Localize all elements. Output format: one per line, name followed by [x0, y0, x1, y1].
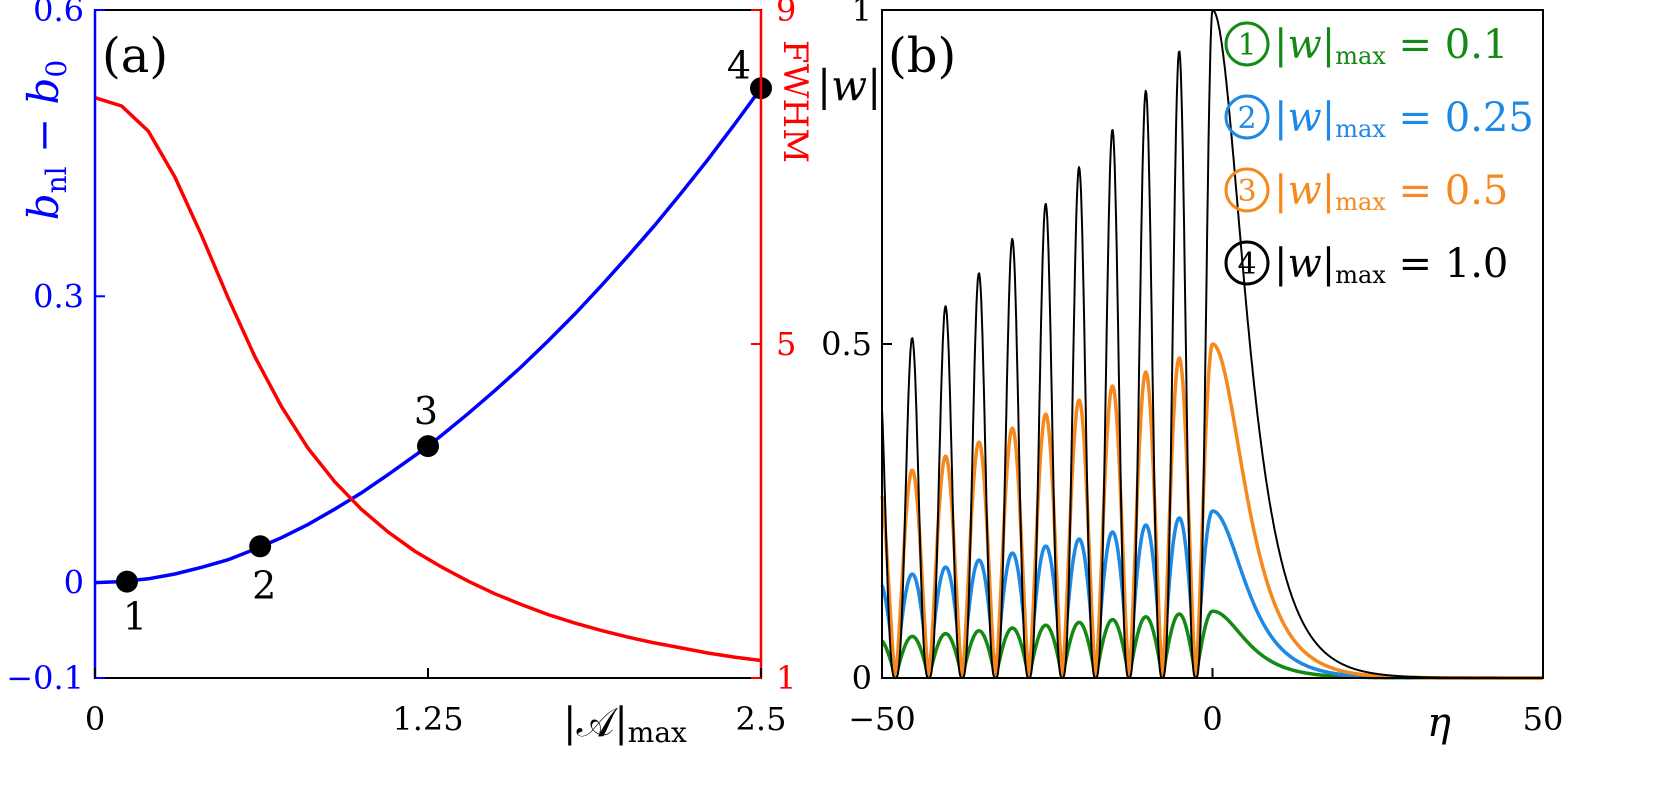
- left-label-sub-0: 0: [40, 60, 73, 78]
- left-label-b: b: [19, 193, 68, 220]
- panel-b-y-axis-label: |w|: [817, 61, 881, 110]
- left-label-minus-b: − b: [19, 78, 68, 167]
- legend-label-value: = 0.5: [1386, 168, 1509, 214]
- panel-b-y-tick-label: 0.5: [821, 325, 872, 363]
- panel-a-left-tick-label: 0.3: [33, 277, 84, 315]
- panel-b-x-axis-label: η: [1427, 700, 1451, 746]
- panel-a-left-axis-label: bnl − b0: [19, 60, 73, 221]
- legend-label: |w|max = 1.0: [1274, 241, 1508, 289]
- legend-entry-1: 1 |w|max = 0.1: [1224, 21, 1508, 70]
- panel-a-x-axis-label: |𝒜|max: [563, 700, 687, 749]
- panel-a-label: (a): [102, 28, 168, 84]
- legend-entry-2: 2 |w|max = 0.25: [1224, 94, 1534, 143]
- legend-label-value: = 1.0: [1386, 241, 1509, 287]
- x-label-sub: max: [628, 716, 687, 749]
- panel-a-point-label-3: 3: [414, 389, 438, 433]
- legend-label: |w|max = 0.5: [1274, 168, 1508, 216]
- panel-b-x-tick-label: 50: [1523, 700, 1564, 738]
- panel-a-left-tick-label: −0.1: [6, 659, 84, 697]
- panel-b-x-tick-label: −50: [848, 700, 916, 738]
- legend-label: |w|max = 0.1: [1274, 22, 1508, 70]
- left-label-sub-nl: nl: [40, 166, 73, 193]
- panel-a-frame: [94, 9, 762, 679]
- legend-marker-number: 2: [1237, 101, 1256, 136]
- legend-marker-number: 4: [1237, 247, 1256, 282]
- legend-marker-circle: [1224, 94, 1270, 140]
- x-label-main: |𝒜|: [563, 700, 628, 746]
- legend-label-w: |w|: [1274, 241, 1335, 287]
- panel-a-series-fwhm-line: [94, 96, 762, 663]
- legend-label-sub: max: [1335, 42, 1386, 70]
- panel-a-point-label-1: 1: [123, 595, 147, 639]
- panel-a-point-1: [115, 570, 138, 593]
- legend-label-value: = 0.25: [1386, 95, 1534, 141]
- legend-entry-4: 4 |w|max = 1.0: [1224, 240, 1508, 289]
- panel-a-right-tick-label: 1: [776, 659, 796, 697]
- panel-a-x-tick-label: 2.5: [736, 700, 787, 738]
- panel-a-x-tick-label: 0: [85, 700, 105, 738]
- legend-label-sub: max: [1335, 188, 1386, 216]
- panel-b-series-2-line: [880, 509, 1545, 680]
- panel-a-series-bnl-minus-b0-line: [94, 87, 763, 585]
- legend-marker-circle: [1224, 167, 1270, 213]
- legend-label-sub: max: [1335, 115, 1386, 143]
- legend-label-w: |w|: [1274, 168, 1335, 214]
- legend-label-sub: max: [1335, 261, 1386, 289]
- panel-a-right-axis-label: FWHM: [775, 40, 815, 163]
- legend-marker-number: 1: [1237, 28, 1256, 63]
- legend-marker-number: 3: [1237, 174, 1256, 209]
- panel-a-point-3: [417, 435, 439, 458]
- legend-label-w: |w|: [1274, 95, 1335, 141]
- panel-a-left-tick-label: 0.6: [33, 0, 84, 29]
- panel-a-right-tick-label: 9: [776, 0, 796, 29]
- panel-b-y-tick-label: 0: [852, 659, 872, 697]
- panel-b-x-tick-label: 0: [1202, 700, 1222, 738]
- legend-label-value: = 0.1: [1386, 22, 1509, 68]
- panel-b-legend: 1 |w|max = 0.12 |w|max = 0.253 |w|max = 0.5…: [1224, 21, 1534, 289]
- legend-entry-3: 3 |w|max = 0.5: [1224, 167, 1508, 216]
- panel-a-point-2: [249, 535, 272, 558]
- panel-a-plot-area: 1 2 3 4: [94, 43, 772, 663]
- legend-marker-circle: [1224, 21, 1270, 67]
- panel-a-left-tick-label: 0: [64, 564, 84, 602]
- panel-b-series-1-line: [880, 609, 1545, 680]
- legend-label: |w|max = 0.25: [1274, 95, 1534, 143]
- legend-label-w: |w|: [1274, 22, 1335, 68]
- panel-a-right-tick-label: 5: [776, 325, 796, 363]
- legend-marker-circle: [1224, 240, 1270, 286]
- panel-b-y-tick-label: 1: [852, 0, 872, 29]
- panel-a-x-tick-label: 1.25: [392, 700, 463, 738]
- panel-a-point-label-4: 4: [727, 43, 751, 87]
- panel-b-label: (b): [888, 28, 956, 84]
- panel-a-point-label-2: 2: [252, 563, 276, 607]
